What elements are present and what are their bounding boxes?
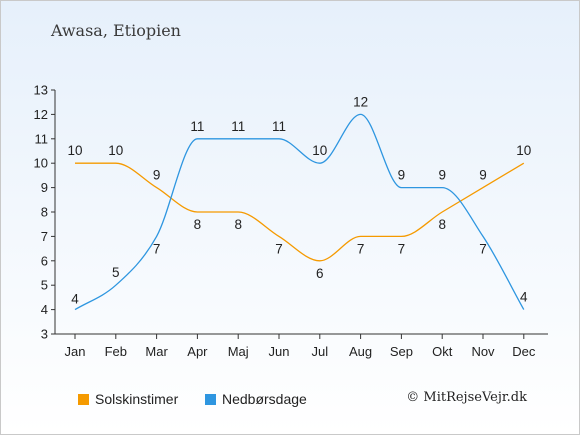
y-tick-label-9: 9 xyxy=(41,180,48,195)
data-label-nedborsdage-jul: 10 xyxy=(312,143,327,158)
y-tick-label-4: 4 xyxy=(41,302,48,317)
x-tick-label-jan: Jan xyxy=(65,344,86,359)
x-tick-label-jun: Jun xyxy=(269,344,290,359)
chart-title: Awasa, Etiopien xyxy=(51,21,181,40)
data-label-nedborsdage-jun: 11 xyxy=(272,119,286,134)
data-label-nedborsdage-feb: 5 xyxy=(112,265,120,280)
x-tick-label-sep: Sep xyxy=(390,344,413,359)
y-tick-label-13: 13 xyxy=(34,83,48,98)
data-label-solskinstimer-dec: 10 xyxy=(516,143,531,158)
data-label-nedborsdage-sep: 9 xyxy=(398,168,406,183)
data-label-solskinstimer-nov: 9 xyxy=(479,168,487,183)
x-tick-label-aug: Aug xyxy=(349,344,372,359)
data-label-solskinstimer-sep: 7 xyxy=(398,241,406,256)
x-tick-label-dec: Dec xyxy=(512,344,536,359)
data-label-solskinstimer-maj: 8 xyxy=(234,217,242,232)
data-label-solskinstimer-mar: 9 xyxy=(153,168,161,183)
y-tick-label-12: 12 xyxy=(34,107,48,122)
data-label-solskinstimer-jan: 10 xyxy=(67,143,82,158)
data-label-solskinstimer-jul: 6 xyxy=(316,266,324,281)
y-tick-label-11: 11 xyxy=(35,131,49,146)
legend-item-nedborsdage: Nedbørsdage xyxy=(205,391,307,407)
legend-item-solskinstimer: Solskinstimer xyxy=(78,391,178,407)
data-label-nedborsdage-okt: 9 xyxy=(438,168,446,183)
data-label-solskinstimer-aug: 7 xyxy=(357,241,365,256)
data-label-nedborsdage-mar: 7 xyxy=(153,241,161,256)
data-label-solskinstimer-feb: 10 xyxy=(108,143,123,158)
legend-swatch-nedborsdage xyxy=(205,394,216,405)
data-label-nedborsdage-dec: 4 xyxy=(520,290,528,305)
x-tick-label-okt: Okt xyxy=(432,344,453,359)
data-label-solskinstimer-apr: 8 xyxy=(194,217,202,232)
legend-label-nedborsdage: Nedbørsdage xyxy=(222,391,307,407)
x-tick-label-mar: Mar xyxy=(145,344,168,359)
data-label-nedborsdage-maj: 11 xyxy=(231,119,245,134)
copyright-notice: © MitRejseVejr.dk xyxy=(406,390,527,405)
series-line-nedborsdage xyxy=(74,113,525,311)
data-label-nedborsdage-nov: 7 xyxy=(479,241,487,256)
x-tick-label-nov: Nov xyxy=(471,344,495,359)
series-line-solskinstimer xyxy=(75,162,525,262)
y-tick-label-6: 6 xyxy=(41,253,48,268)
legend-label-solskinstimer: Solskinstimer xyxy=(95,391,179,407)
y-tick-label-5: 5 xyxy=(41,278,48,293)
x-tick-label-apr: Apr xyxy=(187,344,208,359)
data-label-solskinstimer-okt: 8 xyxy=(438,217,446,232)
data-label-solskinstimer-jun: 7 xyxy=(275,241,283,256)
y-tick-label-3: 3 xyxy=(41,327,48,342)
x-tick-label-feb: Feb xyxy=(105,344,127,359)
data-label-nedborsdage-apr: 11 xyxy=(190,119,204,134)
y-tick-label-8: 8 xyxy=(41,205,48,220)
legend-swatch-solskinstimer xyxy=(78,394,89,405)
y-tick-label-7: 7 xyxy=(41,229,48,244)
y-tick-label-10: 10 xyxy=(34,156,48,171)
x-tick-label-maj: Maj xyxy=(228,344,249,359)
x-tick-label-jul: Jul xyxy=(311,344,328,359)
data-label-nedborsdage-aug: 12 xyxy=(353,94,368,109)
data-label-nedborsdage-jan: 4 xyxy=(71,292,79,307)
